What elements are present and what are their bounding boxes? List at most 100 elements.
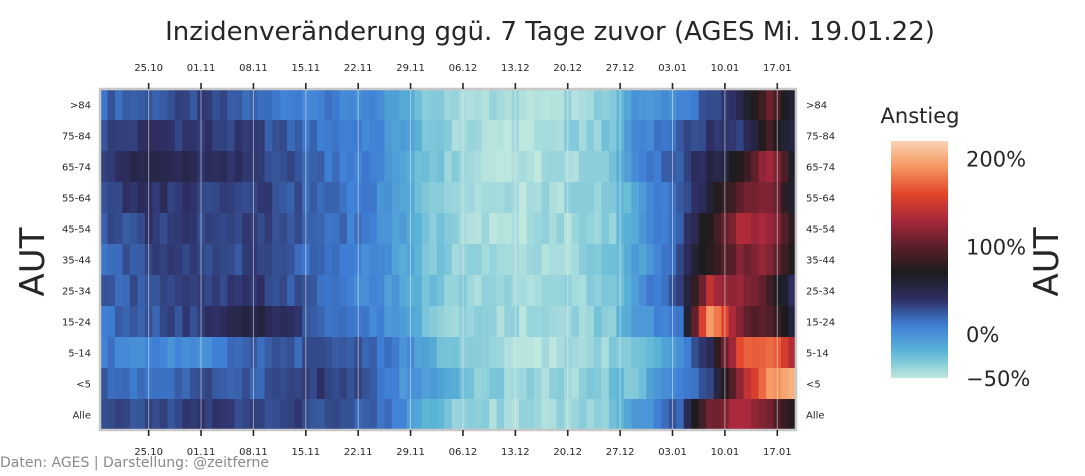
heatmap-cell (204, 399, 213, 431)
heatmap-cell (361, 244, 371, 276)
y-tick-label-left: 55-64 (62, 194, 91, 205)
y-tick-label-left: Alle (72, 411, 91, 422)
heatmap-cell (309, 368, 318, 400)
heatmap-cell (593, 120, 603, 152)
heatmap-cell (107, 399, 116, 431)
heatmap-cell (758, 368, 767, 400)
heatmap-cell (631, 275, 640, 307)
heatmap-cell (758, 244, 767, 276)
colorbar-tick-label: −50% (966, 367, 1030, 391)
y-tick-label-left: 35-44 (62, 256, 91, 267)
heatmap-cell (339, 399, 348, 431)
x-tick-label: 15.11 (291, 447, 320, 458)
heatmap-cell (279, 213, 288, 245)
heatmap-cell (391, 120, 400, 152)
heatmap-cell (122, 182, 131, 214)
heatmap-cell (129, 244, 139, 276)
heatmap-cell (481, 337, 490, 369)
heatmap-cell (691, 275, 700, 307)
heatmap-cell (466, 368, 475, 400)
heatmap-cell (728, 151, 737, 183)
heatmap-cell (376, 368, 385, 400)
heatmap-cell (219, 368, 228, 400)
heatmap-cell (706, 89, 715, 121)
heatmap-cell (698, 244, 707, 276)
heatmap-cell (451, 120, 460, 152)
heatmap-cell (601, 213, 610, 245)
heatmap-cell (152, 182, 161, 214)
heatmap-cell (174, 399, 183, 431)
heatmap-cell (638, 213, 647, 245)
heatmap-cell (234, 399, 243, 431)
heatmap-cell (571, 182, 580, 214)
heatmap-cell (317, 151, 326, 183)
heatmap-cell (234, 151, 243, 183)
heatmap-cell (541, 306, 550, 338)
heatmap-cell (294, 89, 303, 121)
heatmap-cell (100, 151, 109, 183)
heatmap-cell (317, 368, 326, 400)
heatmap-cell (122, 368, 131, 400)
heatmap-cell (324, 182, 333, 214)
heatmap-cell (556, 89, 565, 121)
heatmap-cell (219, 182, 228, 214)
heatmap-cell (376, 306, 385, 338)
heatmap-cell (556, 213, 565, 245)
heatmap-cell (279, 399, 288, 431)
heatmap-cell (234, 244, 243, 276)
heatmap-cell (489, 275, 498, 307)
heatmap-cell (167, 275, 176, 307)
colorbar-ticks: 200% 100% 0% −50% (966, 148, 1030, 391)
heatmap-cell (781, 368, 790, 400)
heatmap-cell (234, 120, 243, 152)
heatmap-cell (691, 399, 700, 431)
heatmap-cell (257, 213, 266, 245)
heatmap-cell (646, 213, 655, 245)
heatmap-cell (698, 120, 707, 152)
heatmap-cell (152, 151, 161, 183)
heatmap-cell (272, 120, 281, 152)
heatmap-cell (421, 306, 430, 338)
heatmap-cell (399, 182, 408, 214)
heatmap-cell (683, 337, 692, 369)
heatmap-cell (526, 213, 535, 245)
heatmap-cell (204, 306, 213, 338)
heatmap-cell (309, 213, 318, 245)
heatmap-cell (466, 399, 475, 431)
heatmap-cell (549, 89, 558, 121)
heatmap-cell (107, 182, 116, 214)
heatmap-cell (272, 275, 281, 307)
heatmap-cell (676, 337, 685, 369)
heatmap-cell (212, 306, 221, 338)
heatmap-cell (421, 151, 430, 183)
heatmap-cell (272, 368, 281, 400)
heatmap-cell (683, 120, 692, 152)
heatmap-cell (294, 275, 303, 307)
heatmap-cell (242, 399, 251, 431)
heatmap-cell (324, 244, 333, 276)
heatmap-cell (294, 151, 303, 183)
heatmap-cell (549, 151, 558, 183)
heatmap-cell (526, 120, 535, 152)
heatmap-cell (212, 399, 221, 431)
heatmap-cell (451, 213, 460, 245)
heatmap-cell (489, 337, 498, 369)
y-tick-label-left: 65-74 (62, 163, 91, 174)
heatmap-cell (264, 89, 273, 121)
heatmap-cell (167, 399, 176, 431)
heatmap-cell (324, 368, 333, 400)
heatmap-cell (444, 368, 453, 400)
heatmap-cell (541, 213, 550, 245)
heatmap-cell (526, 244, 535, 276)
heatmap-cell (174, 151, 183, 183)
heatmap-cell (107, 368, 116, 400)
heatmap-cell (661, 275, 670, 307)
heatmap-cell (137, 213, 146, 245)
heatmap-cell (332, 213, 341, 245)
heatmap-cell (414, 306, 423, 338)
heatmap-cell (361, 275, 371, 307)
heatmap-cell (653, 337, 662, 369)
heatmap-cell (212, 182, 221, 214)
colorbar-tick-label: 200% (966, 148, 1026, 172)
heatmap-cell (534, 399, 543, 431)
